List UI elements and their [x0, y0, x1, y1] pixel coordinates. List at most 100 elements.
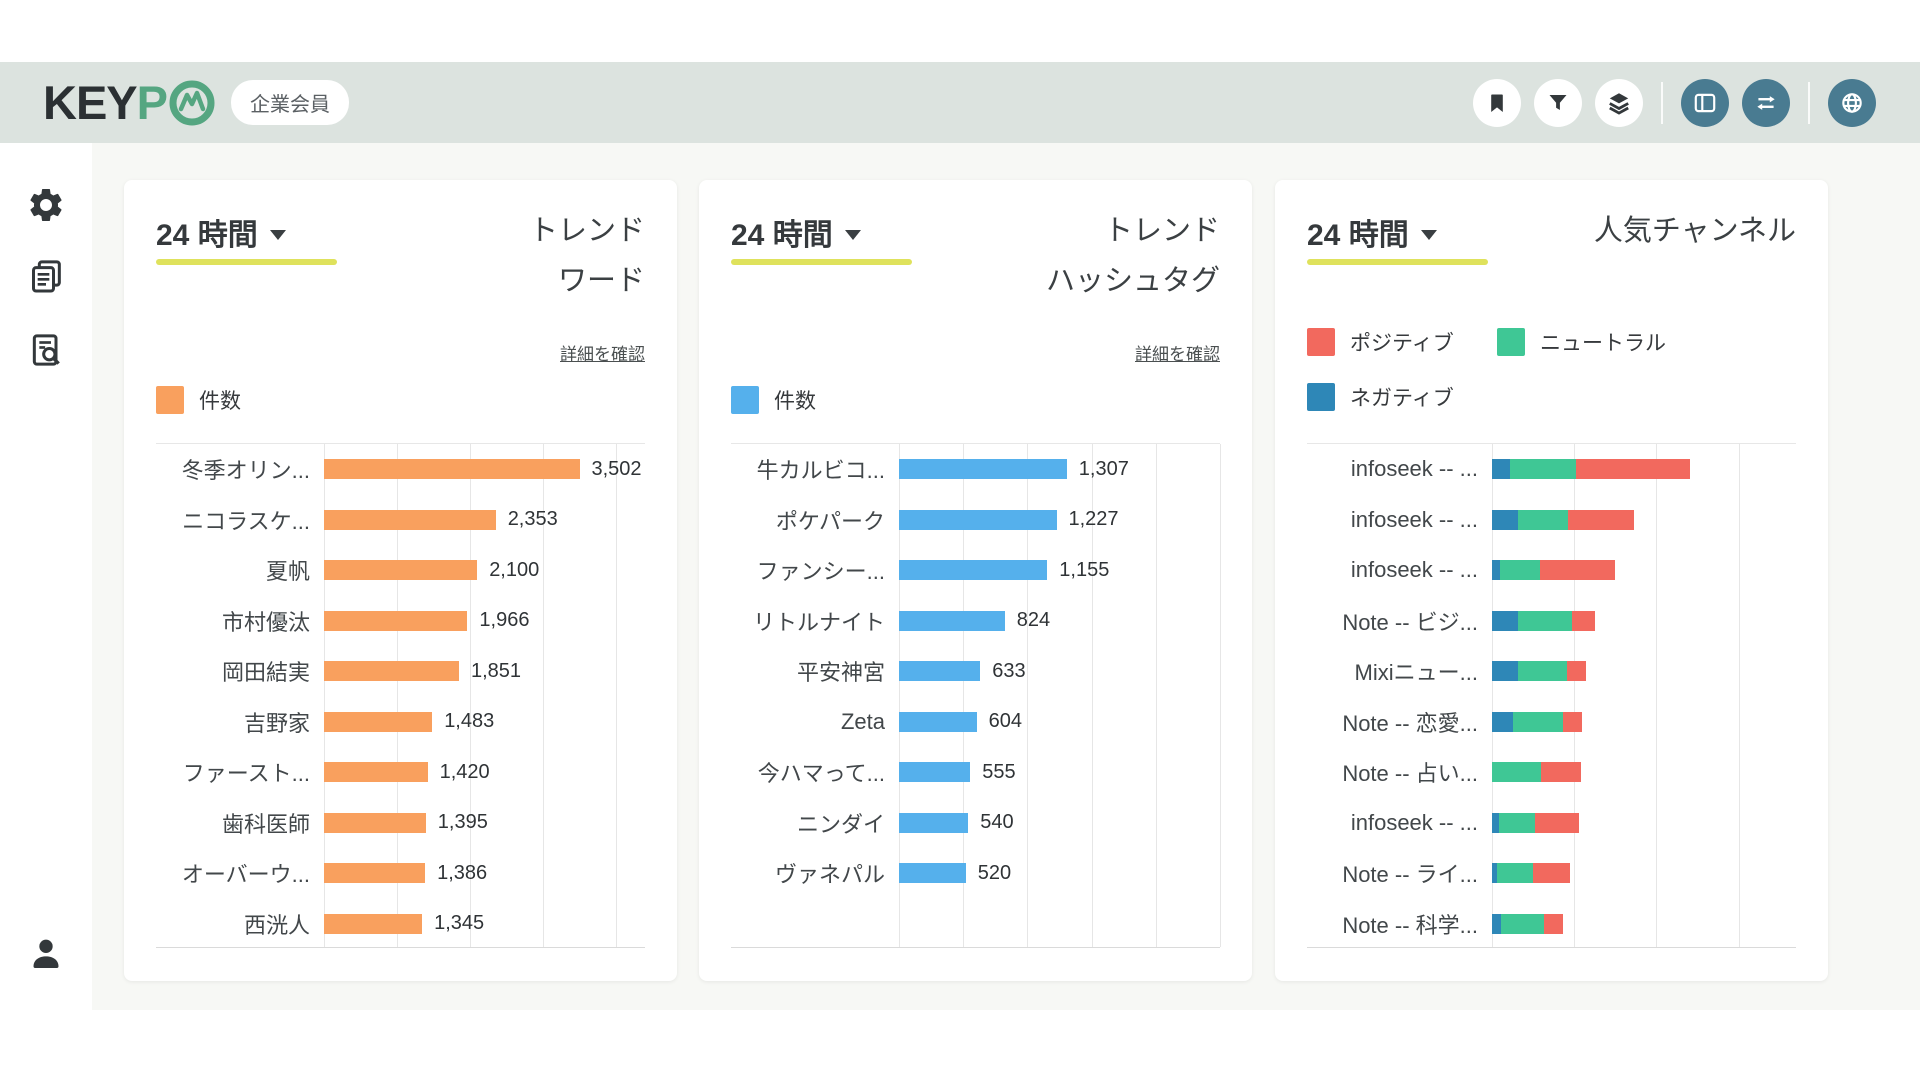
- bar-segment-ポジティブ: [1540, 560, 1616, 581]
- bookmark-button[interactable]: [1473, 78, 1521, 127]
- bar-segment-ニュートラル: [1496, 863, 1534, 884]
- bar-segment-ニュートラル: [1492, 762, 1541, 783]
- sidebar-item-documents[interactable]: [26, 256, 66, 296]
- legend-swatch: [731, 386, 759, 414]
- bar-segment-ネガティブ: [1492, 459, 1511, 480]
- bar-segment-ポジティブ: [1568, 509, 1635, 530]
- category-label: infoseek -- ...: [1350, 456, 1478, 482]
- filter-button[interactable]: [1534, 78, 1582, 127]
- bar-segment-ネガティブ: [1492, 913, 1501, 934]
- chart-card: 24 時間 人気チャンネル ポジティブ ニュートラル ネガティブ infoseek …: [1275, 180, 1828, 981]
- period-dropdown[interactable]: 24 時間: [731, 210, 861, 254]
- category-label: 夏帆: [265, 559, 310, 585]
- layout-columns-button[interactable]: [1681, 78, 1729, 127]
- gridline: [542, 444, 544, 947]
- category-label: ヴァネパル: [774, 862, 885, 888]
- globe-button[interactable]: [1828, 78, 1876, 127]
- value-label: 1,483: [444, 710, 495, 733]
- bar-segment-ネガティブ: [1492, 661, 1519, 682]
- value-label: 520: [977, 861, 1012, 884]
- chart-card: 24 時間 トレンド ワード 詳細を確認 件数 冬季オリン... ニコラスケ...…: [124, 180, 677, 981]
- bar: [899, 661, 981, 682]
- bar-segment-ネガティブ: [1492, 560, 1501, 581]
- period-dropdown[interactable]: 24 時間: [156, 210, 286, 254]
- stacked-bar: [1492, 459, 1690, 480]
- gridline: [1574, 444, 1576, 947]
- bar-segment-ポジティブ: [1534, 812, 1580, 833]
- gridline: [1492, 444, 1493, 947]
- category-label: 岡田結実: [221, 660, 310, 686]
- legend-item[interactable]: ニュートラル: [1497, 327, 1666, 357]
- legend-swatch: [1307, 328, 1335, 356]
- gridline: [1738, 444, 1740, 947]
- bar-segment-ポジティブ: [1543, 913, 1564, 934]
- detail-link[interactable]: 詳細を確認: [560, 345, 645, 364]
- legend-item[interactable]: 件数: [156, 385, 346, 415]
- bar-segment-ポジティブ: [1575, 459, 1690, 480]
- bar-segment-ニュートラル: [1500, 560, 1541, 581]
- stacked-bar: [1492, 610, 1596, 631]
- bar-segment-ポジティブ: [1562, 711, 1583, 732]
- category-label: 市村優汰: [221, 609, 310, 635]
- dashboard-main: 24 時間 トレンド ワード 詳細を確認 件数 冬季オリン... ニコラスケ...…: [92, 143, 1920, 1010]
- category-label: infoseek -- ...: [1350, 809, 1478, 835]
- sidebar-item-user-profile[interactable]: [26, 933, 66, 973]
- layout-columns-icon: [1694, 93, 1716, 112]
- category-label: 平安神宮: [796, 660, 885, 686]
- gridline: [615, 444, 617, 947]
- value-label: 1,307: [1078, 457, 1129, 480]
- bar: [324, 610, 468, 631]
- legend-item[interactable]: 件数: [731, 385, 921, 415]
- period-dropdown[interactable]: 24 時間: [1307, 210, 1437, 254]
- category-label: Note -- 科学...: [1342, 912, 1478, 938]
- bar: [899, 863, 966, 884]
- value-label: 1,851: [471, 659, 522, 682]
- documents-icon: [32, 260, 61, 293]
- bar: [899, 560, 1048, 581]
- legend-item[interactable]: ポジティブ: [1307, 327, 1497, 357]
- period-underline: [731, 259, 912, 265]
- category-label: infoseek -- ...: [1350, 506, 1478, 532]
- category-label: オーバーウ...: [181, 862, 310, 888]
- stacked-bar: [1492, 863, 1571, 884]
- detail-link[interactable]: 詳細を確認: [1135, 345, 1220, 364]
- membership-badge: 企業会員: [231, 80, 349, 125]
- layers-button[interactable]: [1595, 78, 1643, 127]
- legend-label: ポジティブ: [1350, 332, 1454, 355]
- category-label: リトルナイト: [752, 609, 885, 635]
- category-label: Mixiニュー...: [1354, 660, 1478, 686]
- bar-segment-ネガティブ: [1492, 610, 1519, 631]
- period-label: 24 時間: [156, 219, 258, 252]
- category-label: ファンシー...: [756, 559, 885, 585]
- value-label: 540: [980, 811, 1014, 834]
- category-label: Note -- ライ...: [1342, 862, 1478, 888]
- category-label: 牛カルビコ...: [756, 458, 885, 484]
- value-label: 1,227: [1068, 508, 1119, 531]
- chart-area: 冬季オリン... ニコラスケ... 夏帆 市村優汰 岡田結実 吉野家 ファースト... 歯科医…: [156, 443, 645, 948]
- category-label: ニコラスケ...: [182, 508, 310, 534]
- header-actions: [1473, 62, 1876, 143]
- value-label: 824: [1016, 609, 1051, 632]
- bar-segment-ニュートラル: [1518, 610, 1573, 631]
- logo-text: KEY: [43, 76, 138, 129]
- sidebar-item-document-search[interactable]: [26, 330, 66, 370]
- category-label: ニンダイ: [796, 811, 885, 837]
- bar-segment-ニュートラル: [1499, 812, 1535, 833]
- bar-segment-ポジティブ: [1566, 661, 1587, 682]
- legend-swatch: [1497, 328, 1525, 356]
- swap-horizontal-button[interactable]: [1742, 78, 1790, 127]
- bar-segment-ニュートラル: [1518, 661, 1567, 682]
- bar: [899, 509, 1057, 530]
- bookmark-icon: [1491, 94, 1503, 112]
- category-label: 冬季オリン...: [181, 458, 310, 484]
- category-label: Note -- ビジ...: [1342, 609, 1478, 635]
- category-label: Note -- 占い...: [1342, 761, 1478, 787]
- swap-horizontal-icon: [1757, 95, 1775, 110]
- bar-segment-ポジティブ: [1533, 863, 1571, 884]
- header-divider: [1808, 81, 1810, 124]
- chart-legend: ポジティブ ニュートラル ネガティブ: [1307, 327, 1666, 412]
- gridline: [1091, 444, 1093, 947]
- sidebar-item-settings[interactable]: [26, 185, 66, 225]
- gridline: [1027, 444, 1029, 947]
- legend-item[interactable]: ネガティブ: [1307, 382, 1497, 412]
